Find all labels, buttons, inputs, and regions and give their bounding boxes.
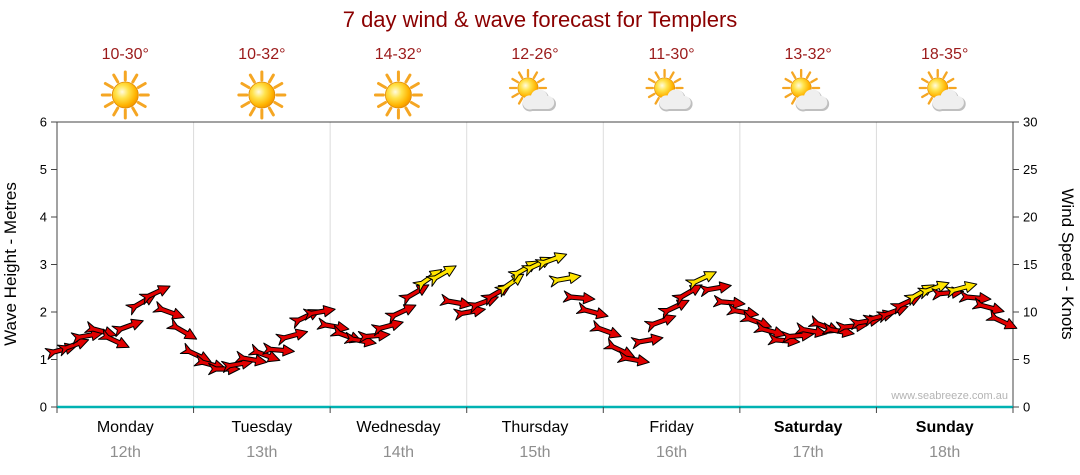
wind-arrow <box>630 333 664 350</box>
wind-arrow <box>111 318 144 338</box>
sun-cloud-icon <box>782 68 830 112</box>
wind-arrow <box>699 281 732 297</box>
y-right-tick-label: 25 <box>1023 162 1037 177</box>
temp-label: 12-26° <box>511 46 559 63</box>
y-right-tick-label: 10 <box>1023 305 1037 320</box>
temp-label: 18-35° <box>921 46 969 63</box>
day-label: Sunday <box>915 419 974 436</box>
wind-arrow <box>657 299 690 320</box>
y-left-tick-label: 4 <box>40 210 47 225</box>
wind-arrow <box>439 293 473 310</box>
wind-arrow <box>985 309 1018 330</box>
axis-ticks: 0 1 2 3 4 5 6 0 5 10 15 20 25 30 <box>40 115 1038 415</box>
date-label: 16th <box>655 444 688 461</box>
wind-arrow <box>575 302 609 320</box>
wind-arrow <box>316 317 350 334</box>
wind-arrow <box>712 295 746 310</box>
date-label: 17th <box>792 444 824 461</box>
y-right-tick-label: 30 <box>1023 115 1037 130</box>
wind-arrow <box>753 321 787 339</box>
wind-arrows <box>44 252 1018 376</box>
wind-arrow <box>289 309 321 329</box>
day-label: Tuesday <box>231 419 293 436</box>
wind-arrow <box>152 301 185 320</box>
wind-arrow <box>302 305 336 321</box>
sun-cloud-icon <box>645 68 693 112</box>
wind-arrow <box>685 271 717 291</box>
wind-arrow <box>138 285 171 305</box>
y-left-tick-label: 5 <box>40 162 47 177</box>
y-right-tick-label: 20 <box>1023 210 1037 225</box>
date-label: 13th <box>246 444 278 461</box>
wind-arrow <box>425 265 457 287</box>
wind-arrow <box>944 281 978 299</box>
days-row: Monday Tuesday Wednesday Thursday Friday Satu… <box>0 419 1080 439</box>
plot-grid <box>56 121 1014 413</box>
temp-label: 10-30° <box>101 46 149 63</box>
wind-arrow <box>234 350 268 367</box>
temp-label: 14-32° <box>374 46 423 63</box>
wind-arrow <box>166 318 198 340</box>
date-label: 14th <box>382 444 414 461</box>
day-label: Thursday <box>501 419 569 436</box>
sun-cloud-icon <box>508 68 556 112</box>
sun-icon <box>373 70 423 120</box>
y-left-tick-label: 1 <box>40 352 47 367</box>
sun-cloud-icon <box>918 68 966 112</box>
dates-row: 12th 13th 14th 15th 16th 17th 18th <box>0 444 1080 464</box>
watermark: www.seabreeze.com.au <box>890 390 1008 402</box>
wind-arrow <box>562 290 596 305</box>
wind-arrow <box>398 284 430 306</box>
day-label: Saturday <box>773 419 843 436</box>
left-axis-label: Wave Height - Metres <box>1 182 20 346</box>
y-left-tick-label: 3 <box>40 257 47 272</box>
y-right-tick-label: 5 <box>1023 352 1030 367</box>
sun-icon <box>237 70 287 120</box>
day-label: Wednesday <box>356 419 441 436</box>
y-left-tick-label: 2 <box>40 305 47 320</box>
temp-label: 11-30° <box>648 46 695 63</box>
wind-arrow <box>794 322 828 338</box>
wind-arrow <box>589 320 622 339</box>
y-left-tick-label: 0 <box>40 400 47 415</box>
sun-icon <box>100 70 150 120</box>
wind-arrow <box>644 314 677 333</box>
right-axis-label: Wind Speed - Knots <box>1058 188 1077 339</box>
date-label: 12th <box>109 444 141 461</box>
weather-icons <box>100 68 966 120</box>
wind-arrow <box>617 350 650 367</box>
temp-label: 13-32° <box>784 46 832 63</box>
chart-title: 7 day wind & wave forecast for Templers <box>342 7 738 32</box>
date-label: 18th <box>929 444 961 461</box>
wind-arrow <box>548 271 582 288</box>
date-label: 15th <box>519 444 551 461</box>
y-right-tick-label: 0 <box>1023 400 1030 415</box>
day-label: Friday <box>649 419 694 436</box>
temps-row: 10-30° 10-32° 14-32° 12-26° 11-30° 13-32° 18-3… <box>0 46 1080 66</box>
wind-arrow <box>726 303 760 319</box>
temp-label: 10-32° <box>238 46 286 63</box>
y-right-tick-label: 15 <box>1023 257 1037 272</box>
wind-arrow <box>371 319 404 337</box>
y-left-tick-label: 6 <box>40 115 47 130</box>
wind-arrow <box>534 252 568 271</box>
wind-arrow <box>97 328 130 349</box>
wind-arrow <box>384 304 417 324</box>
wind-arrow <box>275 328 309 346</box>
wind-arrow <box>971 297 1005 315</box>
day-label: Monday <box>96 419 154 436</box>
wind-arrow <box>262 342 295 357</box>
wind-arrow <box>494 273 525 298</box>
